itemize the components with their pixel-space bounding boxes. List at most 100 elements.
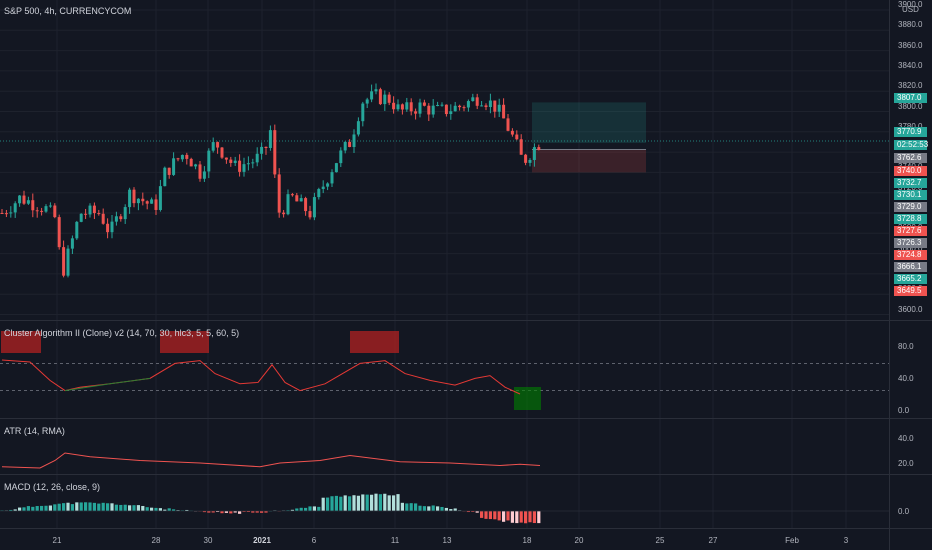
macd-histogram-bar [9, 509, 13, 511]
macd-histogram-bar [510, 511, 514, 523]
candle-body [299, 198, 303, 202]
main-series-title[interactable]: S&P 500, 4h, CURRENCYCOM [4, 6, 132, 16]
candle-body [453, 105, 457, 112]
candle-body [352, 134, 356, 147]
candle-body [339, 150, 343, 164]
cluster-tick: 40.0 [898, 374, 914, 383]
macd-histogram-bar [383, 493, 387, 511]
macd-histogram-bar [436, 506, 440, 511]
pane-separator[interactable] [0, 528, 932, 529]
macd-histogram-bar [422, 506, 426, 511]
macd-histogram-bar [488, 511, 492, 520]
macd-histogram-bar [427, 506, 431, 511]
price-badge: 3740.0 [894, 166, 927, 176]
time-tick: 6 [311, 536, 317, 545]
candle-body [84, 213, 88, 215]
macd-histogram-bar [414, 503, 418, 511]
macd-histogram-bar [304, 507, 308, 511]
macd-histogram-bar [317, 506, 321, 511]
macd-histogram-bar [70, 504, 74, 511]
macd-histogram-bar [466, 511, 470, 513]
time-tick: 27 [708, 536, 718, 545]
macd-histogram-bar [493, 511, 497, 520]
macd-histogram-bar [471, 511, 475, 512]
macd-histogram-bar [361, 494, 365, 511]
cluster-overbought-zone [1, 331, 41, 353]
time-tick: 20 [574, 536, 584, 545]
atr-tick: 20.0 [898, 459, 914, 468]
pane-separator[interactable] [0, 418, 932, 419]
candle-body [194, 164, 198, 167]
macd-histogram-bar [352, 495, 356, 511]
price-badge: 3727.6 [894, 226, 927, 236]
macd-histogram-bar [532, 511, 536, 524]
macd-histogram-bar [299, 507, 303, 511]
price-tick: 3800.0 [898, 101, 923, 111]
candle-body [488, 100, 492, 108]
macd-histogram-bar [229, 511, 233, 514]
cluster-oscillator-up-segment [64, 377, 151, 392]
price-tick: 3660.0 [898, 243, 923, 253]
macd-histogram-bar [348, 496, 352, 511]
candle-body [484, 105, 488, 108]
candle-body [229, 159, 233, 163]
macd-histogram-bar [238, 511, 242, 514]
candle-body [524, 154, 528, 163]
candle-body [44, 206, 48, 212]
macd-histogram-bar [326, 497, 330, 511]
candle-body [70, 238, 74, 249]
macd-histogram-bar [79, 502, 83, 511]
macd-histogram-bar [251, 511, 255, 513]
macd-histogram-bar [26, 506, 30, 511]
candle-body [458, 105, 462, 108]
macd-indicator-title[interactable]: MACD (12, 26, close, 9) [4, 482, 101, 492]
time-tick: 30 [203, 536, 213, 545]
macd-histogram-bar [233, 511, 237, 513]
candle-body [185, 154, 189, 159]
atr-indicator-title[interactable]: ATR (14, RMA) [4, 426, 65, 436]
pane-separator[interactable] [0, 320, 932, 321]
macd-histogram-bar [92, 502, 96, 511]
macd-histogram-bar [207, 511, 211, 513]
macd-histogram-bar [97, 503, 101, 511]
cluster-tick: 80.0 [898, 342, 914, 351]
macd-histogram-bar [480, 511, 484, 518]
cluster-indicator-title[interactable]: Cluster Algorithm II (Clone) v2 (14, 70,… [4, 328, 240, 338]
currency-label: USD [902, 5, 919, 14]
candle-body [128, 189, 132, 208]
candle-body [158, 186, 162, 210]
macd-histogram-bar [453, 508, 457, 511]
macd-histogram-bar [31, 506, 35, 511]
candle-body [255, 153, 259, 163]
candle-body [189, 158, 193, 167]
macd-histogram-bar [519, 511, 523, 523]
macd-histogram-bar [339, 496, 343, 511]
pane-separator[interactable] [0, 474, 932, 475]
price-tick: 3780.0 [898, 122, 922, 131]
time-tick: 2021 [253, 536, 271, 545]
candle-body [471, 97, 475, 102]
macd-histogram-bar [224, 511, 228, 513]
long-position-stop-zone [532, 149, 646, 173]
candle-body [26, 200, 30, 204]
candle-body [326, 183, 330, 187]
macd-histogram-bar [150, 507, 154, 511]
time-tick: 13 [442, 536, 452, 545]
candle-body [317, 189, 321, 198]
macd-histogram-bar [176, 510, 180, 511]
candle-body [75, 221, 79, 239]
price-badge: 02:52:53 [894, 140, 928, 150]
cluster-tick: 0.0 [898, 406, 910, 415]
macd-histogram-bar [449, 509, 453, 511]
macd-histogram-bar [506, 511, 510, 521]
price-badge: 3732.7 [894, 178, 927, 188]
macd-histogram-bar [330, 496, 334, 511]
candle-body [246, 163, 250, 165]
time-tick: 25 [655, 536, 665, 545]
macd-histogram-bar [106, 503, 110, 511]
candle-body [515, 134, 519, 140]
price-badge: 3730.1 [894, 190, 927, 200]
candle-body [348, 141, 352, 147]
macd-histogram-bar [88, 502, 92, 511]
